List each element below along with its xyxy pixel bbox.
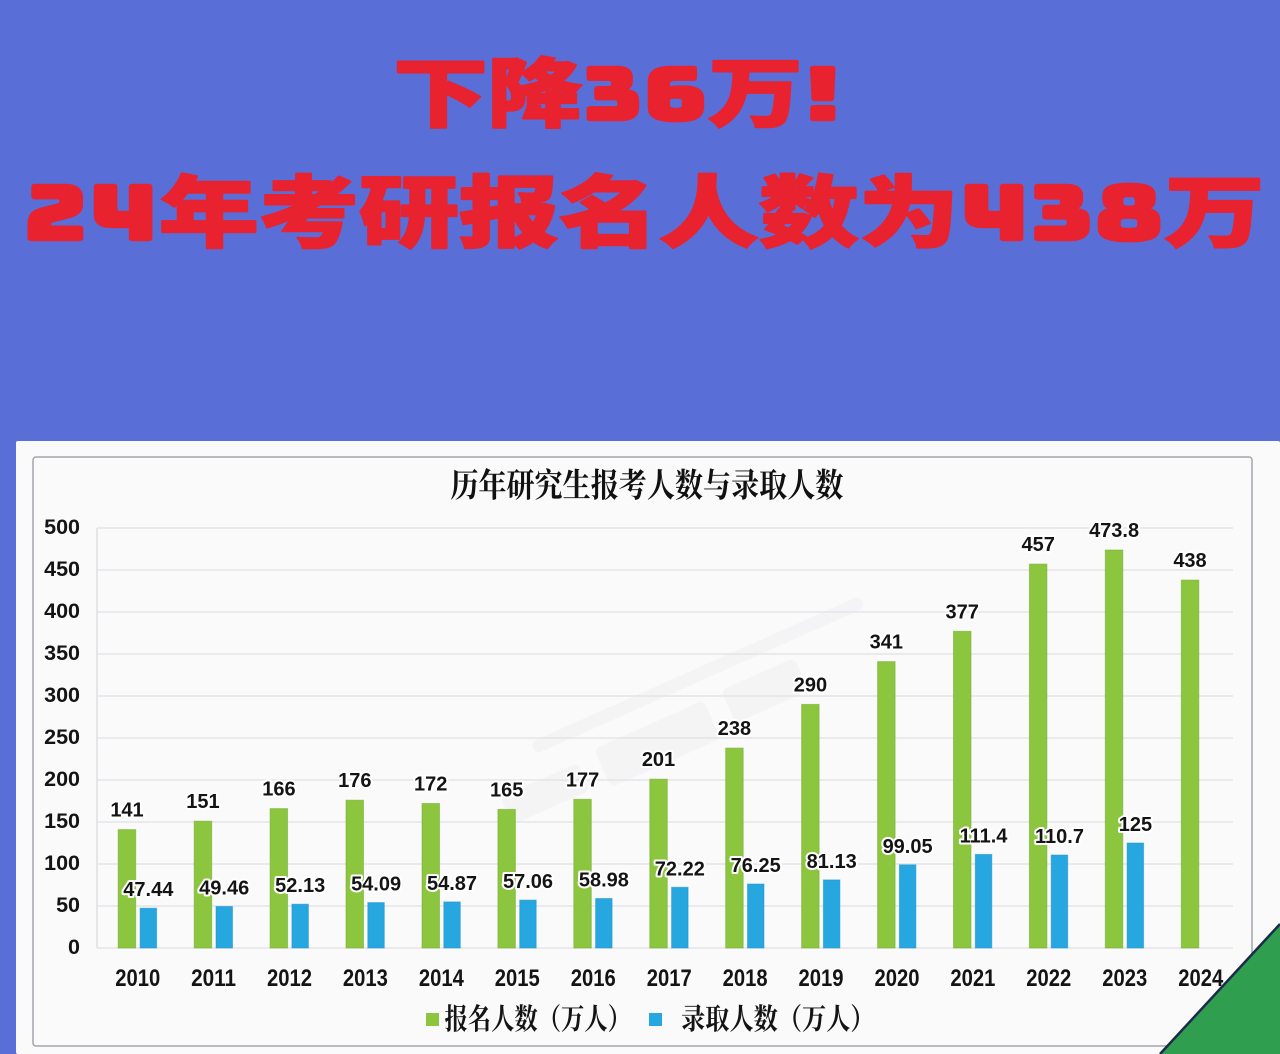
svg-text:2016: 2016 (571, 965, 616, 992)
svg-text:2021: 2021 (950, 965, 995, 992)
svg-text:2018: 2018 (723, 965, 768, 992)
svg-text:151: 151 (186, 791, 219, 813)
svg-text:2010: 2010 (115, 965, 160, 992)
svg-text:2013: 2013 (343, 965, 388, 992)
svg-text:111.4: 111.4 (960, 825, 1009, 847)
svg-text:400: 400 (44, 599, 80, 623)
svg-text:110.7: 110.7 (1035, 826, 1084, 848)
svg-text:300: 300 (44, 683, 80, 707)
svg-text:58.98: 58.98 (579, 870, 629, 892)
svg-text:57.06: 57.06 (503, 871, 553, 893)
svg-text:377: 377 (946, 601, 979, 623)
svg-text:238: 238 (718, 718, 751, 740)
svg-text:125: 125 (1119, 814, 1152, 836)
svg-text:165: 165 (490, 779, 523, 801)
svg-text:76.25: 76.25 (731, 855, 781, 877)
svg-text:166: 166 (262, 779, 295, 801)
svg-text:141: 141 (110, 800, 143, 822)
svg-text:473.8: 473.8 (1089, 520, 1139, 542)
svg-text:201: 201 (642, 749, 675, 771)
svg-text:100: 100 (44, 851, 80, 875)
svg-text:438: 438 (1173, 550, 1206, 572)
svg-text:2014: 2014 (419, 965, 465, 992)
svg-text:2019: 2019 (799, 965, 844, 992)
svg-text:54.09: 54.09 (351, 874, 401, 896)
svg-text:49.46: 49.46 (199, 878, 249, 900)
svg-text:150: 150 (44, 809, 80, 833)
svg-text:81.13: 81.13 (807, 851, 857, 873)
svg-text:2015: 2015 (495, 965, 540, 992)
svg-text:2017: 2017 (647, 965, 692, 992)
svg-text:177: 177 (566, 769, 599, 791)
svg-text:500: 500 (44, 515, 80, 539)
svg-text:172: 172 (414, 774, 447, 796)
svg-text:99.05: 99.05 (883, 836, 933, 858)
svg-text:200: 200 (44, 767, 80, 791)
svg-text:341: 341 (870, 632, 903, 654)
svg-text:176: 176 (338, 770, 371, 792)
svg-text:2012: 2012 (267, 965, 312, 992)
svg-text:450: 450 (44, 557, 80, 581)
svg-text:72.22: 72.22 (655, 858, 705, 880)
svg-text:2023: 2023 (1102, 965, 1147, 992)
svg-text:2022: 2022 (1026, 965, 1071, 992)
svg-text:290: 290 (794, 674, 827, 696)
svg-text:457: 457 (1022, 534, 1055, 556)
svg-text:0: 0 (68, 935, 80, 959)
svg-text:250: 250 (44, 725, 80, 749)
svg-text:52.13: 52.13 (275, 875, 325, 897)
svg-text:2024: 2024 (1178, 965, 1224, 992)
svg-text:54.87: 54.87 (427, 873, 477, 895)
svg-text:47.44: 47.44 (123, 879, 174, 901)
svg-text:2011: 2011 (191, 965, 236, 992)
svg-text:2020: 2020 (875, 965, 920, 992)
svg-text:350: 350 (44, 641, 80, 665)
svg-text:50: 50 (56, 893, 80, 917)
